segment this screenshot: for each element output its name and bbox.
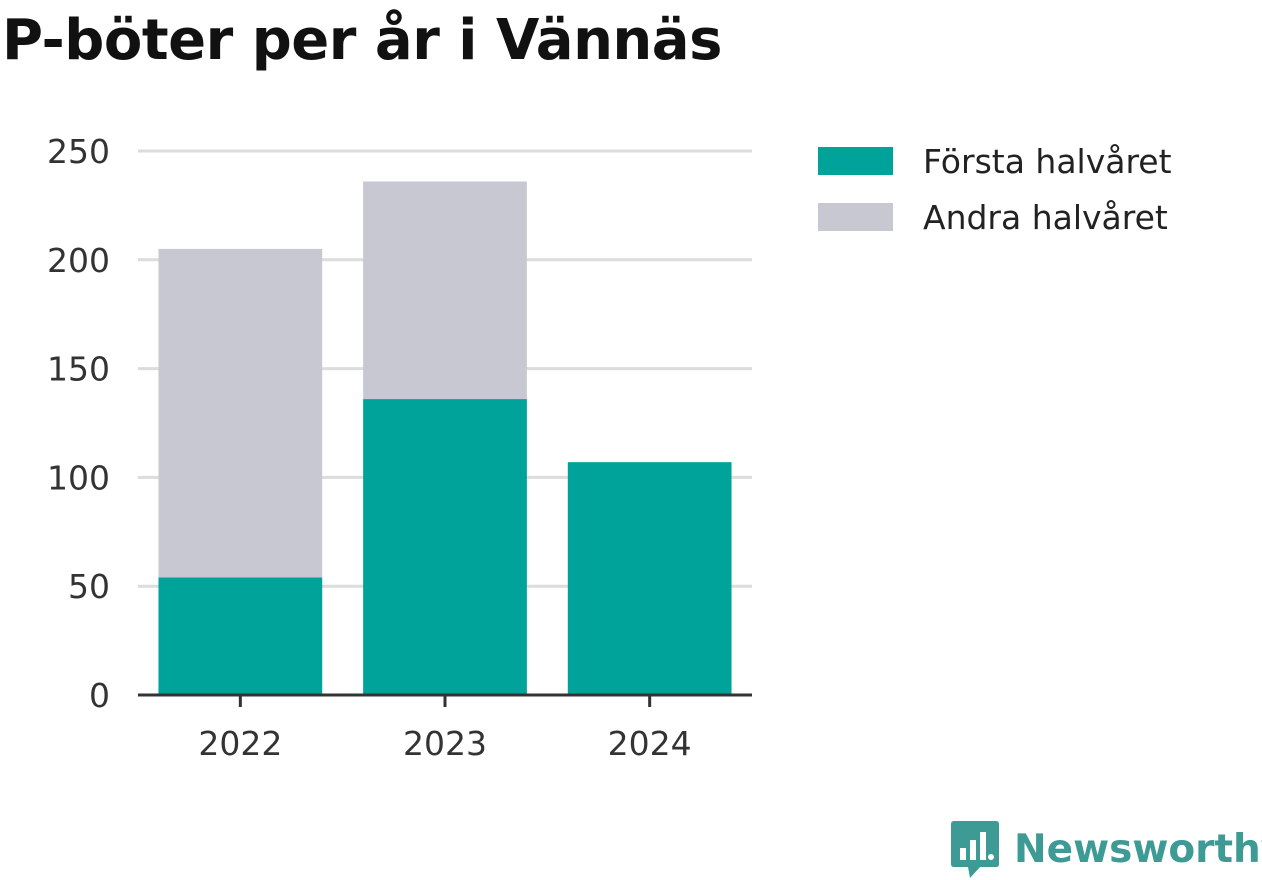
legend-label: Första halvåret <box>923 142 1172 181</box>
bar-2022-series-0 <box>158 577 323 695</box>
axes: 0 50 100 150 200 250 2022 2023 2024 <box>47 132 752 763</box>
x-tick-label: 2023 <box>403 724 487 763</box>
brand-logo: Newsworthy <box>950 818 1262 880</box>
x-tick-label: 2022 <box>198 724 282 763</box>
legend: Första halvåret Andra halvåret <box>818 142 1172 237</box>
bar-2023-series-0 <box>363 399 527 695</box>
bars <box>158 181 732 695</box>
bar-2024-series-0 <box>567 462 732 695</box>
bar-2023-series-1 <box>363 181 527 400</box>
y-tick-label: 0 <box>89 676 110 715</box>
brand-name: Newsworthy <box>1014 826 1262 872</box>
y-tick-label: 250 <box>47 132 110 171</box>
x-tick-label: 2024 <box>608 724 692 763</box>
legend-swatch <box>818 147 893 175</box>
legend-label: Andra halvåret <box>923 198 1168 237</box>
y-tick-label: 50 <box>68 567 110 606</box>
chart-title: P-böter per år i Vännäs <box>2 8 722 73</box>
y-tick-label: 200 <box>47 241 110 280</box>
y-tick-label: 100 <box>47 458 110 497</box>
bar-2022-series-1 <box>158 248 323 578</box>
y-tick-label: 150 <box>47 350 110 389</box>
legend-swatch <box>818 203 893 231</box>
newsworthy-logo-icon <box>951 821 999 878</box>
